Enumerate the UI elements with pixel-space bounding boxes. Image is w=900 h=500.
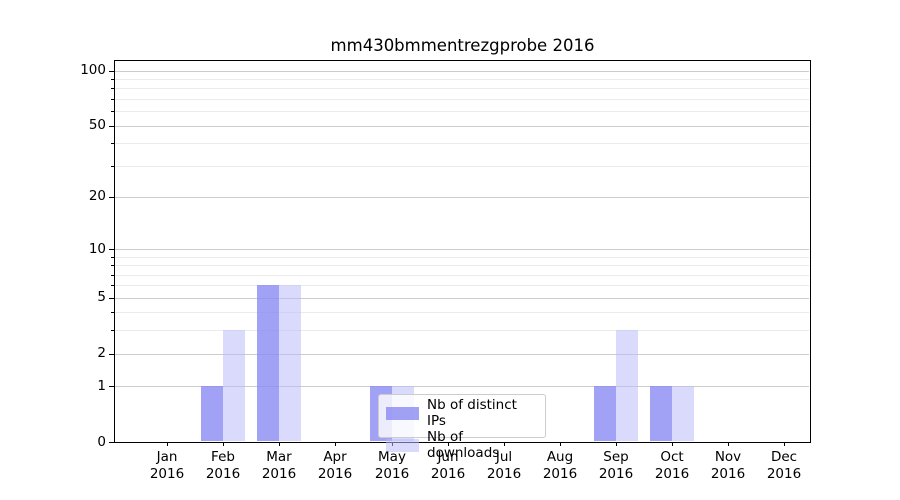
x-tick-label-jul: Jul 2016 [486, 449, 522, 482]
y-tick-label-20: 20 [88, 188, 106, 204]
y-tick-10 [109, 249, 114, 250]
bar-distinct-ips-feb [201, 386, 223, 441]
y-minor-tick-60 [111, 111, 114, 112]
bar-distinct-ips-mar [257, 285, 279, 441]
y-minor-tick-4 [111, 312, 114, 313]
x-tick-nov [728, 442, 729, 446]
y-minor-tick-30 [111, 166, 114, 167]
x-tick-apr [335, 442, 336, 446]
y-gridline-minor-60 [115, 111, 809, 112]
y-tick-0 [109, 442, 114, 443]
y-gridline-major-10 [115, 249, 809, 250]
x-tick-label-mar: Mar 2016 [261, 449, 297, 482]
y-gridline-major-100 [115, 71, 809, 72]
y-minor-tick-90 [111, 79, 114, 80]
y-gridline-major-50 [115, 126, 809, 127]
y-gridline-minor-40 [115, 143, 809, 144]
y-gridline-major-20 [115, 197, 809, 198]
y-gridline-minor-90 [115, 79, 809, 80]
x-tick-label-jan: Jan 2016 [149, 449, 185, 482]
x-tick-mar [279, 442, 280, 446]
legend-label-downloads: Nb of downloads [427, 429, 500, 461]
x-tick-label-may: May 2016 [374, 449, 410, 482]
y-gridline-major-1 [115, 386, 809, 387]
x-tick-feb [223, 442, 224, 446]
x-tick-dec [784, 442, 785, 446]
legend-item-distinct-ips: Nb of distinct IPs [386, 397, 538, 429]
x-tick-jun [448, 442, 449, 446]
legend: Nb of distinct IPs Nb of downloads [378, 394, 546, 461]
x-tick-label-oct: Oct 2016 [654, 449, 690, 482]
legend-label-distinct-ips: Nb of distinct IPs [427, 397, 517, 429]
x-tick-label-feb: Feb 2016 [205, 449, 241, 482]
y-gridline-minor-7 [115, 275, 809, 276]
x-tick-label-nov: Nov 2016 [710, 449, 746, 482]
x-tick-jul [504, 442, 505, 446]
y-gridline-minor-30 [115, 166, 809, 167]
x-tick-sep [616, 442, 617, 446]
x-tick-label-dec: Dec 2016 [766, 449, 802, 482]
y-tick-label-50: 50 [88, 117, 106, 133]
chart-title: mm430bmmentrezgprobe 2016 [330, 36, 595, 55]
y-tick-100 [109, 71, 114, 72]
bar-downloads-sep [616, 330, 638, 441]
y-minor-tick-40 [111, 143, 114, 144]
y-minor-tick-8 [111, 265, 114, 266]
y-tick-label-5: 5 [97, 289, 106, 305]
y-gridline-major-5 [115, 298, 809, 299]
y-minor-tick-3 [111, 330, 114, 331]
legend-swatch-distinct-ips [386, 406, 419, 420]
y-minor-tick-6 [111, 285, 114, 286]
y-tick-label-10: 10 [88, 241, 106, 257]
bar-downloads-mar [279, 285, 301, 441]
x-tick-label-aug: Aug 2016 [542, 449, 578, 482]
legend-item-downloads: Nb of downloads [386, 429, 538, 461]
y-minor-tick-70 [111, 99, 114, 100]
x-tick-label-sep: Sep 2016 [598, 449, 634, 482]
legend-swatch-downloads [386, 438, 419, 452]
y-tick-label-100: 100 [80, 62, 106, 78]
y-minor-tick-80 [111, 88, 114, 89]
y-tick-5 [109, 298, 114, 299]
bar-downloads-feb [223, 330, 245, 441]
y-tick-label-0: 0 [97, 434, 106, 450]
bar-distinct-ips-oct [650, 386, 672, 441]
y-minor-tick-9 [111, 257, 114, 258]
y-gridline-minor-80 [115, 88, 809, 89]
y-minor-tick-7 [111, 275, 114, 276]
y-gridline-major-2 [115, 354, 809, 355]
x-tick-label-apr: Apr 2016 [317, 449, 353, 482]
y-gridline-minor-4 [115, 312, 809, 313]
y-tick-20 [109, 197, 114, 198]
x-tick-label-jun: Jun 2016 [430, 449, 466, 482]
y-tick-50 [109, 126, 114, 127]
y-tick-label-1: 1 [97, 378, 106, 394]
y-tick-1 [109, 386, 114, 387]
y-tick-label-2: 2 [97, 345, 106, 361]
y-gridline-minor-8 [115, 265, 809, 266]
y-gridline-minor-9 [115, 257, 809, 258]
y-gridline-minor-3 [115, 330, 809, 331]
y-gridline-minor-6 [115, 285, 809, 286]
y-tick-2 [109, 354, 114, 355]
y-gridline-minor-70 [115, 99, 809, 100]
x-tick-oct [672, 442, 673, 446]
bar-distinct-ips-sep [594, 386, 616, 441]
x-tick-jan [167, 442, 168, 446]
bar-downloads-oct [672, 386, 694, 441]
x-tick-aug [560, 442, 561, 446]
